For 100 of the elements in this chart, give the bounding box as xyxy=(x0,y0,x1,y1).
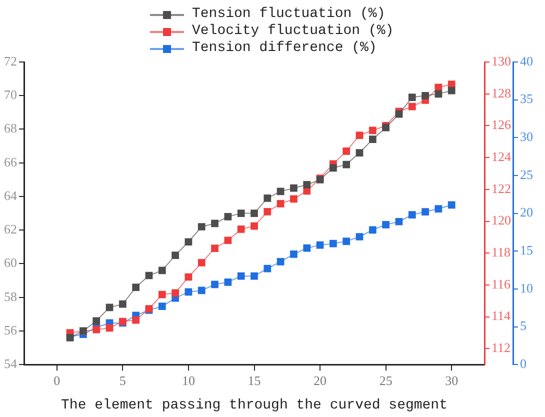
point xyxy=(434,90,442,98)
point xyxy=(237,272,245,280)
point xyxy=(448,201,456,209)
x-tick-label: 30 xyxy=(445,372,458,388)
x-axis-title: The element passing through the curved segment xyxy=(61,397,448,414)
point xyxy=(276,200,284,208)
x-tick-label: 10 xyxy=(182,372,195,388)
point xyxy=(303,244,311,252)
x-tick-label: 15 xyxy=(248,372,261,388)
y3-tick-label: 40 xyxy=(520,53,533,68)
point xyxy=(184,288,192,296)
point xyxy=(422,92,429,100)
point xyxy=(395,218,403,226)
point xyxy=(342,160,350,168)
point xyxy=(448,80,456,88)
point xyxy=(342,238,350,245)
y3-tick-label: 30 xyxy=(520,129,533,144)
point xyxy=(316,241,324,249)
y-tick-label: 70 xyxy=(4,87,17,102)
y2-tick-label: 130 xyxy=(492,53,511,68)
point xyxy=(368,126,376,134)
y2-tick-label: 124 xyxy=(492,148,512,164)
y3-tick-label: 10 xyxy=(520,280,533,296)
y2-tick-label: 120 xyxy=(492,212,511,228)
point xyxy=(184,273,192,281)
point xyxy=(158,302,166,310)
y-tick-label: 66 xyxy=(4,154,18,170)
y3-tick-label: 0 xyxy=(520,356,526,372)
point xyxy=(211,220,218,228)
point xyxy=(356,149,364,156)
point xyxy=(276,258,284,266)
y2-tick-label: 116 xyxy=(492,276,512,292)
point xyxy=(264,194,272,202)
y-tick-label: 72 xyxy=(4,53,17,68)
y2-tick-label: 114 xyxy=(492,308,512,324)
point xyxy=(106,304,114,312)
point xyxy=(250,272,258,280)
point xyxy=(264,264,272,272)
legend-label: Tension fluctuation (%) xyxy=(192,6,386,23)
point xyxy=(184,238,192,246)
y2-tick-label: 122 xyxy=(492,180,511,196)
point xyxy=(342,148,350,155)
y3-tick-label: 15 xyxy=(520,242,533,258)
y-tick-label: 56 xyxy=(4,322,18,338)
point xyxy=(356,233,364,240)
point xyxy=(172,252,179,260)
point xyxy=(408,102,416,110)
point xyxy=(158,290,166,298)
y3-tick-label: 25 xyxy=(520,166,533,182)
point xyxy=(250,210,258,217)
y2-tick-label: 126 xyxy=(492,117,512,132)
legend-label: Tension difference (%) xyxy=(192,40,377,57)
point xyxy=(408,211,416,218)
y3-tick-label: 20 xyxy=(520,204,533,220)
point xyxy=(448,86,456,94)
point xyxy=(145,272,153,280)
y-tick-label: 62 xyxy=(4,222,17,237)
point xyxy=(330,240,337,248)
y-tick-label: 64 xyxy=(4,188,18,203)
point xyxy=(290,184,298,192)
point xyxy=(198,258,206,266)
x-tick-label: 5 xyxy=(119,372,126,388)
point xyxy=(106,324,114,332)
point xyxy=(382,220,390,228)
point xyxy=(250,222,258,230)
x-tick-label: 25 xyxy=(379,372,392,388)
y-tick-label: 54 xyxy=(4,356,18,372)
point xyxy=(224,212,232,220)
point xyxy=(158,266,166,274)
y3-tick-label: 35 xyxy=(520,91,533,106)
point xyxy=(434,205,442,212)
point xyxy=(132,284,140,291)
legend-label: Velocity fluctuation (%) xyxy=(192,23,394,40)
point xyxy=(198,223,206,230)
x-tick-label: 20 xyxy=(314,372,327,388)
point xyxy=(92,317,100,325)
point xyxy=(290,250,298,258)
y-tick-label: 68 xyxy=(4,120,17,136)
point xyxy=(224,236,232,244)
point xyxy=(356,132,364,139)
point xyxy=(172,289,179,297)
y3-tick-label: 5 xyxy=(520,318,526,334)
point xyxy=(330,164,337,172)
point xyxy=(368,226,376,234)
point xyxy=(422,208,429,216)
point xyxy=(408,94,416,101)
point xyxy=(264,208,272,216)
point xyxy=(118,300,126,308)
point xyxy=(395,110,403,118)
point xyxy=(276,188,284,196)
point xyxy=(211,244,218,252)
point xyxy=(290,195,298,203)
point xyxy=(198,286,206,294)
x-tick-label: 0 xyxy=(54,372,60,388)
y-tick-label: 60 xyxy=(4,255,17,270)
point xyxy=(132,316,140,324)
point xyxy=(237,210,245,217)
point xyxy=(237,226,245,233)
point xyxy=(224,278,232,286)
point xyxy=(368,136,376,144)
